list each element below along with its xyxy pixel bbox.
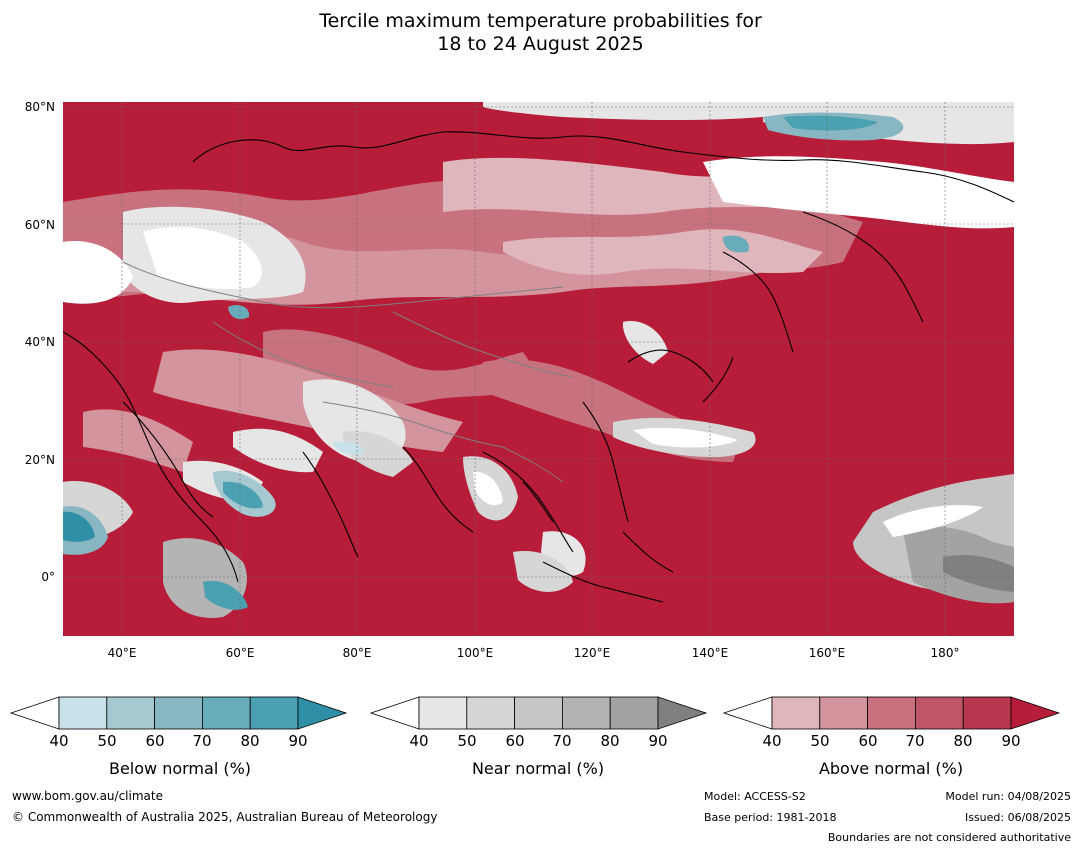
below-tick-40: 40 [49,732,69,750]
lon-label-140e: 140°E [691,646,729,660]
below-normal-colorbar [10,696,348,730]
near-tick-40: 40 [409,732,429,750]
near-normal-shading [63,102,1014,618]
lat-label-80n: 80°N [24,100,55,114]
base-period-text: Base period: 1981-2018 [704,811,837,824]
near-tick-70: 70 [552,732,572,750]
below-tick-70: 70 [192,732,212,750]
below-tick-50: 50 [97,732,117,750]
above-tick-60: 60 [858,732,878,750]
above-colorbar-segment [771,696,821,730]
above-colorbar-segment [819,696,869,730]
below-normal-legend-title: Below normal (%) [108,759,252,778]
lon-label-100e: 100°E [456,646,494,660]
copyright-text: © Commonwealth of Australia 2025, Austra… [12,810,438,824]
borders [122,261,574,483]
above-colorbar-segment [867,696,916,730]
coastlines [63,131,1014,603]
near-tick-90: 90 [648,732,668,750]
near-tick-60: 60 [505,732,525,750]
below-tick-60: 60 [145,732,165,750]
above-normal-colorbar [723,696,1061,730]
issued-text: Issued: 06/08/2025 [964,811,1071,824]
below-colorbar-segment [106,696,156,730]
below-normal-shading [63,112,904,610]
probability-map [63,102,1014,636]
below-colorbar-segment [201,696,251,730]
near-tick-80: 80 [600,732,620,750]
near-colorbar-segment [466,696,516,730]
chart-title-line2: 18 to 24 August 2025 [437,33,644,55]
lon-label-40e: 40°E [107,646,137,660]
near-normal-legend-title: Near normal (%) [471,759,605,778]
near-colorbar-segment [561,696,611,730]
above-colorbar-segment [962,696,1012,730]
lat-label-40n: 40°N [24,335,55,349]
above-tick-80: 80 [953,732,973,750]
above-colorbar-high-extend [1010,696,1061,730]
lon-label-80e: 80°E [342,646,372,660]
near-colorbar-low-extend [370,696,420,730]
lon-label-180: 180° [930,646,960,660]
near-colorbar-high-extend [657,696,708,730]
near-colorbar-segment [609,696,659,730]
above-tick-50: 50 [810,732,830,750]
graticule [63,102,1014,636]
above-tick-70: 70 [905,732,925,750]
chart-title-line1: Tercile maximum temperature probabilitie… [319,10,762,32]
below-colorbar-high-extend [297,696,348,730]
boundaries-disclaimer: Boundaries are not considered authoritat… [827,831,1071,844]
near-normal-colorbar [370,696,708,730]
above-tick-90: 90 [1001,732,1021,750]
below-colorbar-segment [249,696,299,730]
below-tick-90: 90 [288,732,308,750]
model-text: Model: ACCESS-S2 [704,790,806,803]
above-colorbar-segment [914,696,964,730]
website-link[interactable]: www.bom.gov.au/climate [12,789,163,803]
lon-label-60e: 60°E [225,646,255,660]
near-colorbar-segment [418,696,468,730]
below-tick-80: 80 [240,732,260,750]
below-colorbar-low-extend [10,696,60,730]
lat-label-20n: 20°N [24,453,55,467]
model-run-text: Model run: 04/08/2025 [945,790,1071,803]
below-colorbar-segment [154,696,203,730]
map-canvas [63,102,1014,636]
above-tick-40: 40 [762,732,782,750]
lat-label-60n: 60°N [24,218,55,232]
above-colorbar-low-extend [723,696,773,730]
lon-label-160e: 160°E [808,646,846,660]
above-normal-legend-title: Above normal (%) [818,759,964,778]
lat-label-0: 0° [41,570,55,584]
lon-label-120e: 120°E [573,646,611,660]
near-colorbar-segment [514,696,563,730]
below-colorbar-segment [58,696,108,730]
near-tick-50: 50 [457,732,477,750]
